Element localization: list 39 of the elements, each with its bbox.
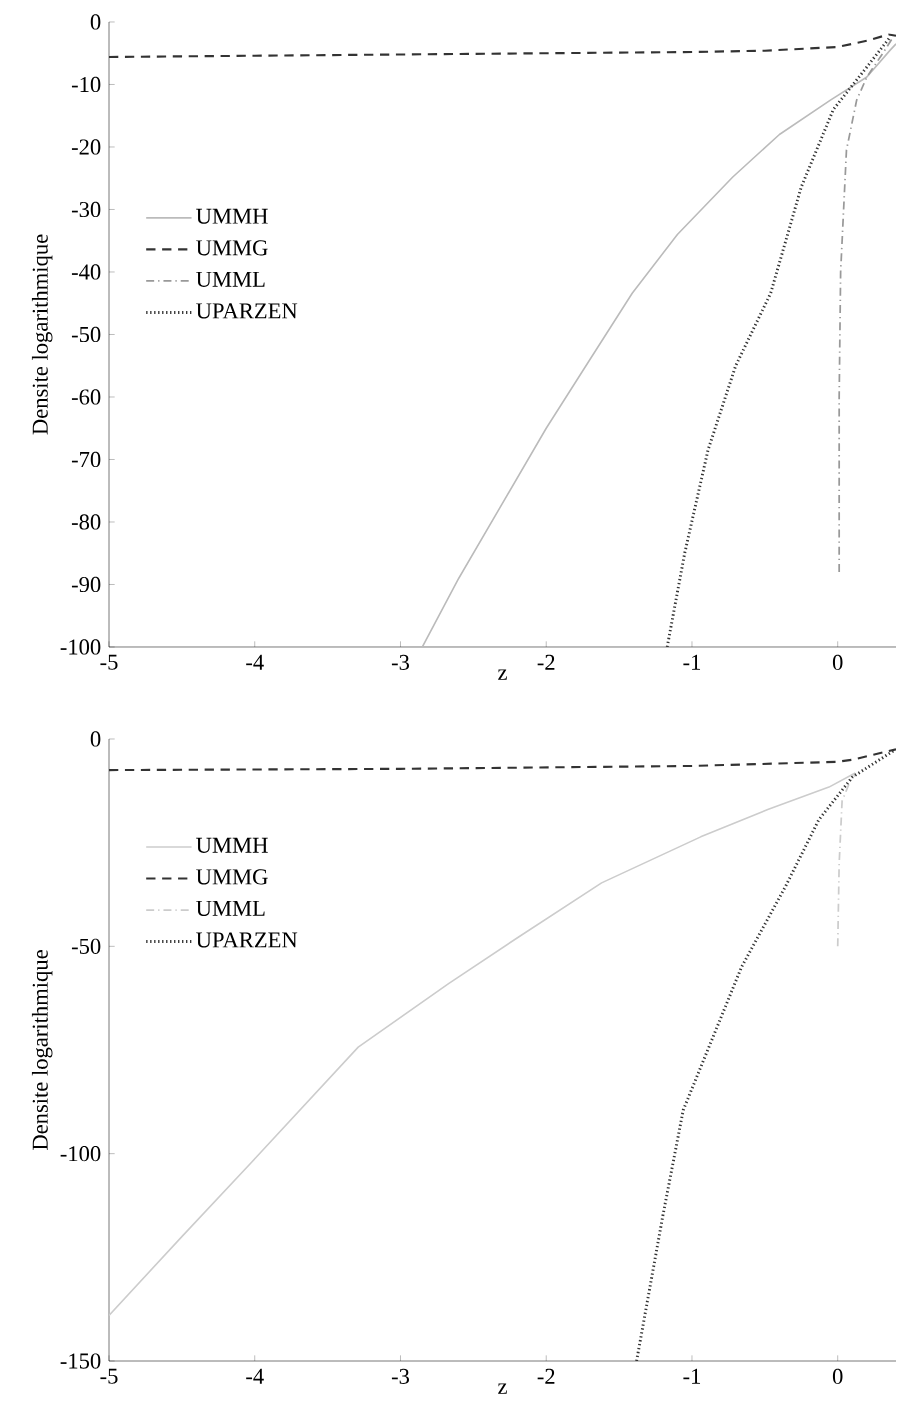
x-tick-label: 0 — [832, 654, 843, 671]
x-tick-label: -1 — [683, 654, 701, 670]
legend-label: UMML — [196, 271, 265, 287]
legend-label: UMMH — [196, 208, 268, 224]
y-axis-title: Densite logarithmique — [31, 950, 53, 1150]
y-tick-label: 0 — [90, 14, 101, 30]
legend-label: UPARZEN — [196, 932, 298, 948]
y-axis-title: Densite logarithmique — [31, 234, 53, 435]
y-tick-label: -100 — [60, 1146, 101, 1162]
x-axis-title: z — [498, 669, 507, 680]
x-tick-label: -4 — [246, 654, 264, 670]
y-tick-label: -30 — [71, 201, 101, 218]
legend-label: UMML — [196, 900, 265, 916]
x-tick-label: -2 — [537, 654, 555, 670]
x-tick-label: -5 — [100, 654, 118, 670]
y-tick-label: -50 — [71, 938, 101, 954]
x-tick-label: 0 — [832, 1368, 843, 1385]
y-tick-label: -10 — [71, 76, 101, 93]
legend-label: UMMG — [196, 240, 268, 256]
y-tick-label: -90 — [71, 576, 101, 593]
x-tick-label: -3 — [391, 1368, 410, 1384]
y-tick-label: -50 — [71, 326, 101, 343]
x-tick-label: -3 — [391, 654, 410, 670]
y-tick-label: -20 — [71, 139, 101, 155]
legend-label: UMMH — [196, 837, 268, 853]
x-axis-title: z — [498, 1383, 507, 1394]
y-tick-label: -60 — [71, 389, 101, 405]
y-tick-label: -150 — [60, 1353, 101, 1369]
x-tick-label: -5 — [100, 1368, 118, 1384]
legend-label: UPARZEN — [196, 303, 298, 319]
x-tick-label: -4 — [246, 1368, 264, 1384]
y-tick-label: 0 — [90, 731, 101, 747]
legend-label: UMMG — [196, 869, 268, 885]
x-tick-label: -1 — [683, 1368, 701, 1384]
y-tick-label: -80 — [71, 514, 101, 530]
y-tick-label: -70 — [71, 451, 101, 468]
x-tick-label: -2 — [537, 1368, 555, 1384]
y-tick-label: -40 — [71, 264, 101, 280]
y-tick-label: -100 — [60, 639, 101, 655]
